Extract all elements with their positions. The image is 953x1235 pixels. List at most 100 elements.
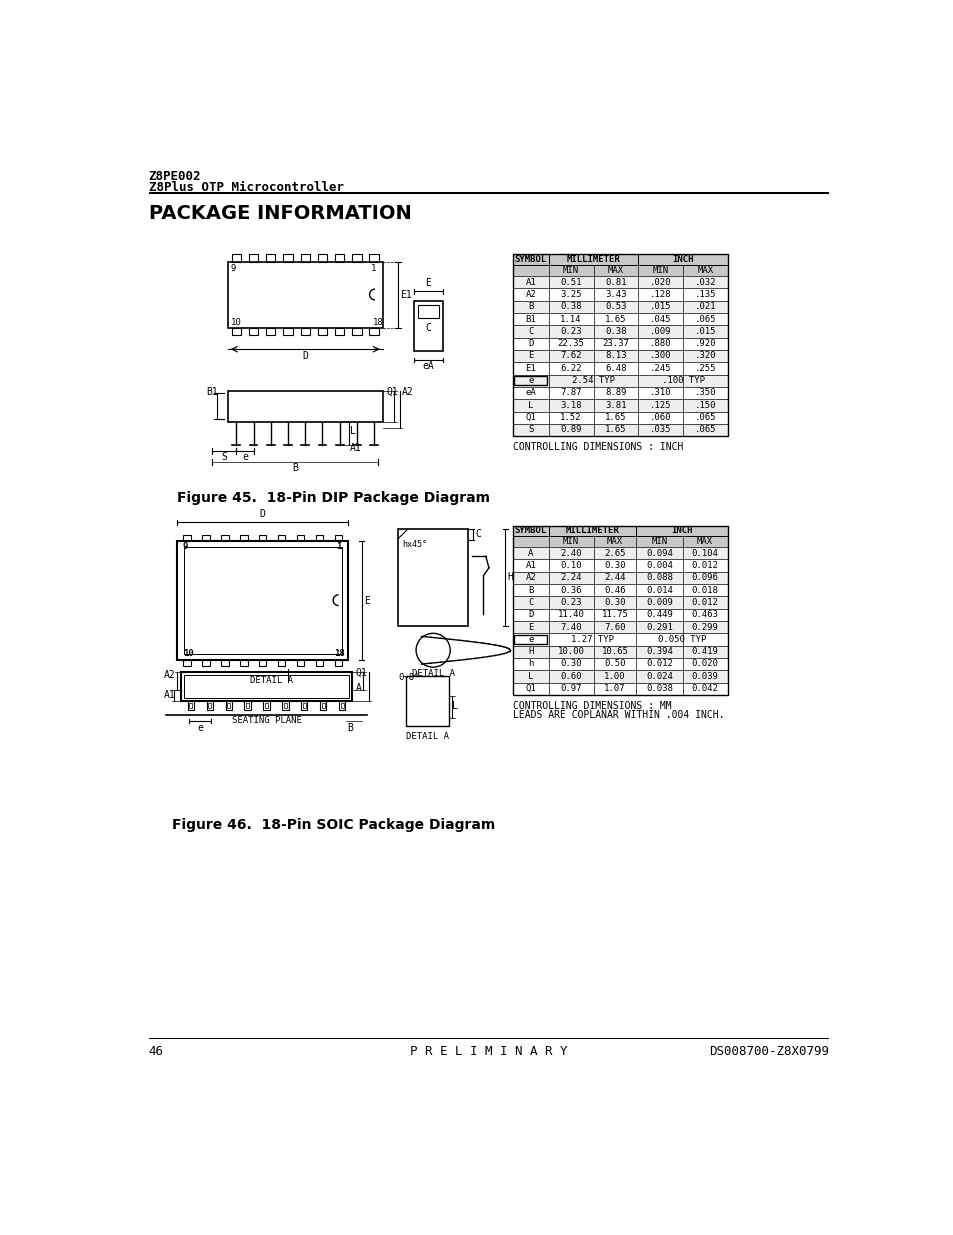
Text: .150: .150	[695, 401, 716, 410]
Text: Z8PE002: Z8PE002	[149, 169, 201, 183]
Text: .245: .245	[650, 364, 671, 373]
Text: A2: A2	[402, 387, 414, 396]
Text: LEADS ARE COPLANAR WITHIN .004 INCH.: LEADS ARE COPLANAR WITHIN .004 INCH.	[513, 710, 723, 720]
Text: 18: 18	[373, 319, 383, 327]
Bar	[277, 661, 285, 667]
Bar	[513, 362, 728, 374]
Text: 0.009: 0.009	[645, 598, 672, 606]
Text: SYMBOL: SYMBOL	[514, 256, 546, 264]
Bar	[258, 535, 266, 541]
Bar	[513, 559, 727, 572]
Text: 1: 1	[335, 542, 341, 552]
Bar	[513, 526, 727, 536]
Bar	[228, 390, 382, 421]
Text: E: E	[364, 595, 370, 605]
Text: Figure 46.  18-Pin SOIC Package Diagram: Figure 46. 18-Pin SOIC Package Diagram	[172, 818, 495, 832]
Bar	[335, 535, 342, 541]
Bar	[513, 399, 728, 411]
Bar	[339, 701, 345, 710]
Text: 0.97: 0.97	[559, 684, 581, 693]
Text: A1: A1	[164, 690, 175, 700]
Text: 3.25: 3.25	[559, 290, 581, 299]
Text: hx45°: hx45°	[402, 540, 427, 550]
Bar	[513, 621, 727, 634]
Bar	[513, 411, 728, 424]
Bar	[183, 547, 341, 655]
Bar	[513, 254, 728, 266]
Text: 2.54 TYP: 2.54 TYP	[572, 377, 615, 385]
Bar	[513, 337, 728, 350]
Bar	[513, 646, 727, 658]
Text: 0.018: 0.018	[691, 585, 718, 594]
Bar	[188, 701, 193, 710]
Text: 0.38: 0.38	[559, 303, 581, 311]
Bar	[296, 535, 304, 541]
Text: 2.44: 2.44	[603, 573, 625, 582]
Text: 0.012: 0.012	[691, 598, 718, 606]
Text: 1: 1	[371, 264, 376, 273]
Bar	[417, 305, 439, 319]
Text: 0.394: 0.394	[645, 647, 672, 656]
Bar	[513, 300, 728, 312]
Bar	[513, 325, 728, 337]
Text: 1.65: 1.65	[604, 425, 626, 435]
Text: 0.53: 0.53	[604, 303, 626, 311]
Bar	[513, 350, 728, 362]
Text: 11.40: 11.40	[558, 610, 584, 619]
Text: 0.51: 0.51	[559, 278, 581, 287]
Bar	[221, 661, 229, 667]
Text: B: B	[528, 585, 533, 594]
Text: .320: .320	[695, 352, 716, 361]
Text: 0.094: 0.094	[645, 548, 672, 557]
Text: .020: .020	[650, 278, 671, 287]
Text: .100 TYP: .100 TYP	[661, 377, 704, 385]
Text: 22.35: 22.35	[558, 340, 584, 348]
Bar	[277, 535, 285, 541]
Text: DS008700-Z8X0799: DS008700-Z8X0799	[708, 1045, 828, 1058]
Bar	[315, 535, 323, 541]
Text: Z8Plus OTP Microcontroller: Z8Plus OTP Microcontroller	[149, 180, 343, 194]
Bar	[258, 661, 266, 667]
Text: .060: .060	[650, 412, 671, 422]
Bar	[513, 584, 727, 597]
Text: E1: E1	[400, 290, 412, 300]
Text: 3.81: 3.81	[604, 401, 626, 410]
Text: 0.419: 0.419	[691, 647, 718, 656]
Text: B: B	[347, 722, 354, 732]
Text: 0.104: 0.104	[691, 548, 718, 557]
Bar	[202, 661, 210, 667]
Text: A1: A1	[350, 443, 361, 453]
Bar	[266, 254, 275, 262]
Text: 0.088: 0.088	[645, 573, 672, 582]
Text: .021: .021	[695, 303, 716, 311]
Text: 0.36: 0.36	[559, 585, 581, 594]
Bar	[513, 609, 727, 621]
Bar	[317, 254, 327, 262]
Text: MIN: MIN	[562, 537, 578, 546]
Bar	[513, 597, 727, 609]
Text: 23.37: 23.37	[602, 340, 629, 348]
Bar	[208, 704, 211, 708]
Bar	[202, 535, 210, 541]
Text: DETAIL A: DETAIL A	[411, 668, 455, 678]
Bar	[513, 559, 727, 572]
Text: D: D	[528, 340, 533, 348]
Bar	[284, 704, 287, 708]
Text: 1.14: 1.14	[559, 315, 581, 324]
Bar	[183, 535, 191, 541]
Text: MAX: MAX	[697, 537, 713, 546]
Text: e: e	[528, 635, 533, 643]
Text: A1: A1	[525, 278, 536, 287]
Text: 10: 10	[231, 319, 241, 327]
Text: 9: 9	[183, 542, 188, 552]
Text: 3.18: 3.18	[559, 401, 581, 410]
Text: P R E L I M I N A R Y: P R E L I M I N A R Y	[410, 1045, 567, 1058]
Bar	[513, 547, 727, 559]
Text: 2.65: 2.65	[603, 548, 625, 557]
Bar	[513, 254, 728, 436]
Text: B: B	[292, 463, 297, 473]
Text: 0.81: 0.81	[604, 278, 626, 287]
Bar	[184, 674, 348, 698]
Text: 1.65: 1.65	[604, 412, 626, 422]
Text: B: B	[528, 303, 533, 311]
